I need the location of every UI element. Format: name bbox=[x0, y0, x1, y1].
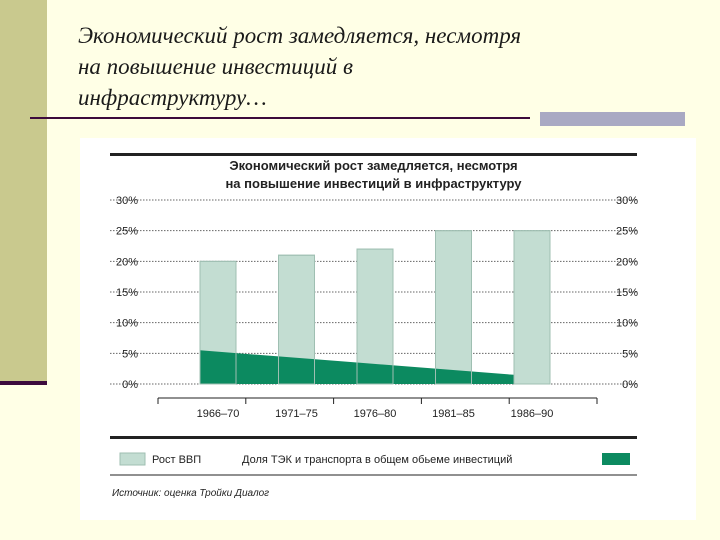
legend-swatch-gdp bbox=[119, 452, 146, 466]
y-tick-label-right: 0% bbox=[622, 379, 638, 391]
y-tick-label-left: 15% bbox=[116, 287, 138, 299]
legend-top-rule bbox=[110, 436, 637, 439]
chart: Экономический рост замедляется, несмотря… bbox=[110, 153, 638, 499]
y-tick-label-left: 30% bbox=[116, 195, 138, 207]
title-underline bbox=[30, 117, 530, 119]
gdp-growth-bar-outline bbox=[199, 260, 237, 385]
chart-top-rule bbox=[110, 153, 637, 156]
gdp-growth-bar-outline bbox=[278, 254, 315, 385]
y-tick-label-right: 30% bbox=[616, 195, 638, 207]
chart-title-line-2: на повышение инвестиций в инфраструктуру bbox=[225, 176, 522, 191]
y-tick-label-left: 10% bbox=[116, 318, 138, 330]
gdp-growth-bar-outline bbox=[513, 230, 551, 385]
x-category-label: 1981–85 bbox=[432, 408, 475, 420]
y-tick-label-right: 15% bbox=[616, 287, 638, 299]
gdp-growth-bar bbox=[435, 230, 472, 385]
left-accent-bar bbox=[0, 0, 47, 383]
gdp-growth-bar-outline bbox=[356, 248, 394, 385]
x-category-label: 1976–80 bbox=[354, 408, 397, 420]
y-tick-label-left: 5% bbox=[122, 348, 138, 360]
legend-label-gdp: Рост ВВП bbox=[152, 454, 201, 466]
chart-title-line-1: Экономический рост замедляется, несмотря bbox=[229, 158, 517, 173]
y-tick-label-left: 20% bbox=[116, 256, 138, 268]
title-accent-bar bbox=[540, 112, 685, 126]
y-tick-label-right: 10% bbox=[616, 318, 638, 330]
y-tick-label-left: 25% bbox=[116, 226, 138, 238]
y-tick-label-right: 20% bbox=[616, 256, 638, 268]
x-category-label: 1966–70 bbox=[197, 408, 240, 420]
y-tick-label-left: 0% bbox=[122, 379, 138, 391]
legend-swatch-investment bbox=[602, 453, 630, 465]
left-accent-line bbox=[0, 381, 47, 385]
chart-panel: Экономический рост замедляется, несмотря… bbox=[80, 138, 696, 520]
slide-title-line-2: на повышение инвестиций в bbox=[78, 54, 354, 79]
slide-title: Экономический рост замедляется, несмотря… bbox=[78, 20, 678, 113]
y-tick-label-right: 5% bbox=[622, 348, 638, 360]
legend-label-investment: Доля ТЭК и транспорта в общем обьеме инв… bbox=[242, 454, 512, 466]
x-category-label: 1986–90 bbox=[511, 408, 554, 420]
slide-title-line-1: Экономический рост замедляется, несмотря bbox=[78, 23, 522, 48]
y-tick-label-right: 25% bbox=[616, 226, 638, 238]
x-category-label: 1971–75 bbox=[275, 408, 318, 420]
slide-title-line-3: инфраструктуру… bbox=[78, 85, 267, 110]
gdp-growth-bar bbox=[513, 230, 551, 385]
chart-source: Источник: оценка Тройки Диалог bbox=[112, 488, 269, 499]
gdp-growth-bar-outline bbox=[435, 230, 472, 385]
